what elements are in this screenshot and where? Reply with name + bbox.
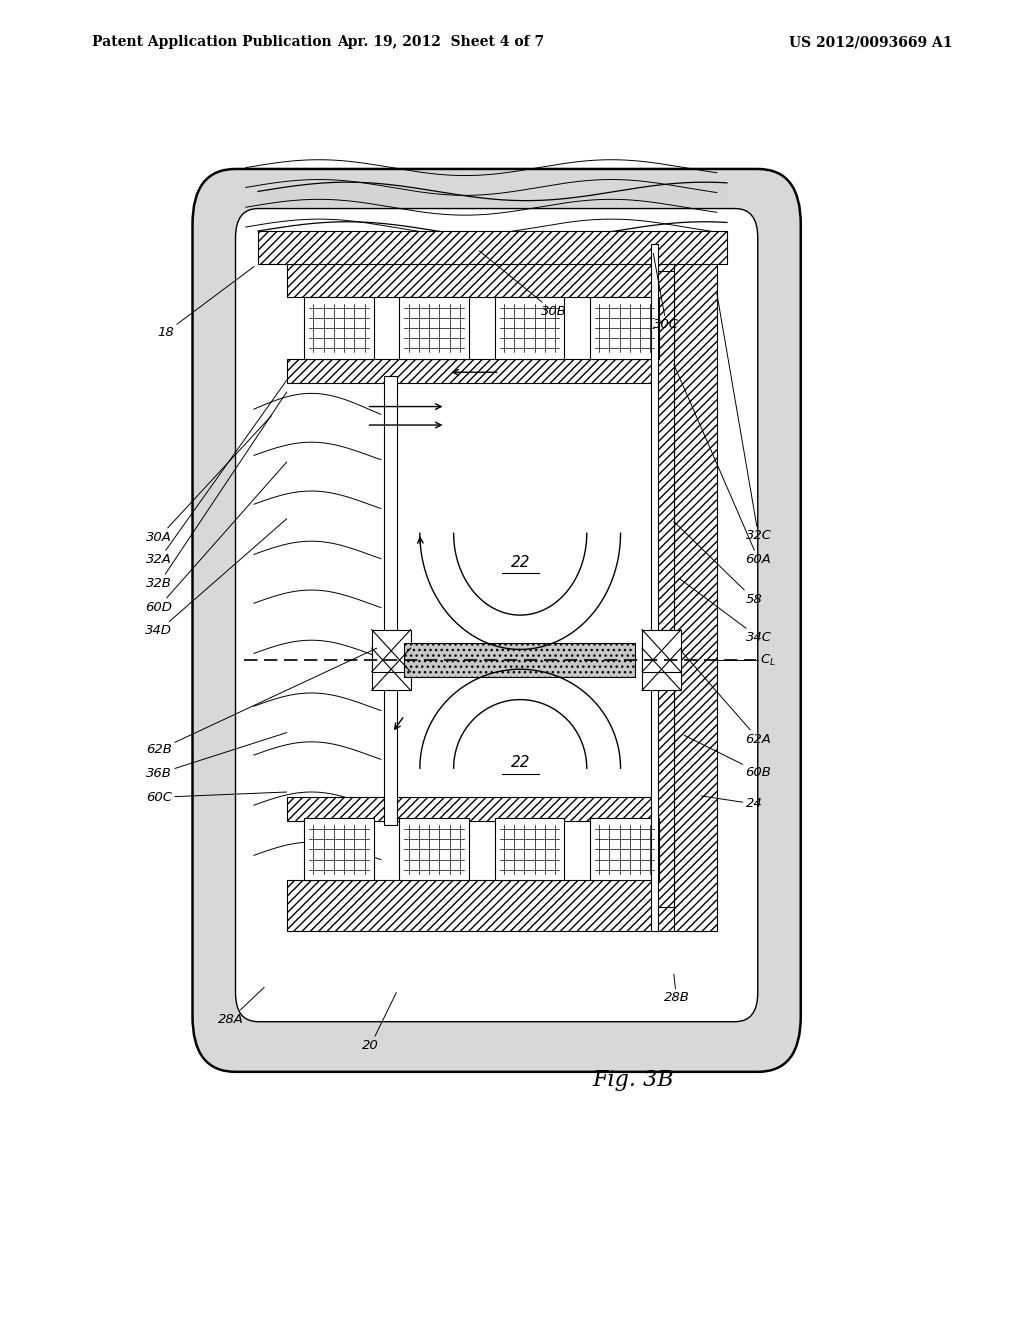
Bar [258,231,727,264]
Text: 58: 58 [674,521,762,606]
Text: 32A: 32A [146,380,287,566]
Text: 20: 20 [362,993,396,1052]
Bar [642,630,681,672]
Text: 62B: 62B [146,648,377,756]
Text: 28A: 28A [218,987,264,1026]
Bar [287,247,707,297]
Bar [495,297,564,359]
Bar [655,271,674,907]
Bar [642,648,681,690]
Text: 30A: 30A [146,416,271,544]
Bar [404,643,635,677]
Bar [372,648,411,690]
Text: 32B: 32B [146,392,287,590]
Text: 28B: 28B [664,974,689,1005]
Bar [287,359,707,383]
Text: $C_L$: $C_L$ [760,652,775,668]
Text: 30B: 30B [479,251,566,318]
Text: 18: 18 [158,267,254,339]
Text: 34D: 34D [145,519,287,638]
Bar [304,818,374,880]
Text: 60A: 60A [674,364,771,566]
FancyBboxPatch shape [236,209,758,1022]
Bar [495,818,564,880]
Text: 60C: 60C [146,791,287,804]
Text: Apr. 19, 2012  Sheet 4 of 7: Apr. 19, 2012 Sheet 4 of 7 [337,36,544,49]
Text: 30C: 30C [653,253,679,331]
FancyBboxPatch shape [193,169,801,1072]
Bar [399,297,469,359]
Bar [287,797,707,821]
Bar [384,376,397,825]
Text: 24: 24 [701,796,762,810]
Text: 36B: 36B [146,733,287,780]
Bar [304,297,374,359]
Text: 22: 22 [510,755,530,771]
Text: 22: 22 [510,554,530,570]
Bar [590,818,659,880]
Text: 60D: 60D [145,462,287,614]
Text: 34C: 34C [679,578,771,644]
Text: Fig. 3B: Fig. 3B [592,1069,674,1090]
Text: 60B: 60B [684,735,771,779]
Bar [399,818,469,880]
Text: 62A: 62A [681,651,771,746]
Bar [372,630,411,672]
Bar [287,880,707,931]
Text: 32C: 32C [717,293,771,543]
Bar [590,297,659,359]
Bar [674,247,717,931]
Bar [651,244,658,931]
Text: US 2012/0093669 A1: US 2012/0093669 A1 [788,36,952,49]
Text: Patent Application Publication: Patent Application Publication [92,36,332,49]
